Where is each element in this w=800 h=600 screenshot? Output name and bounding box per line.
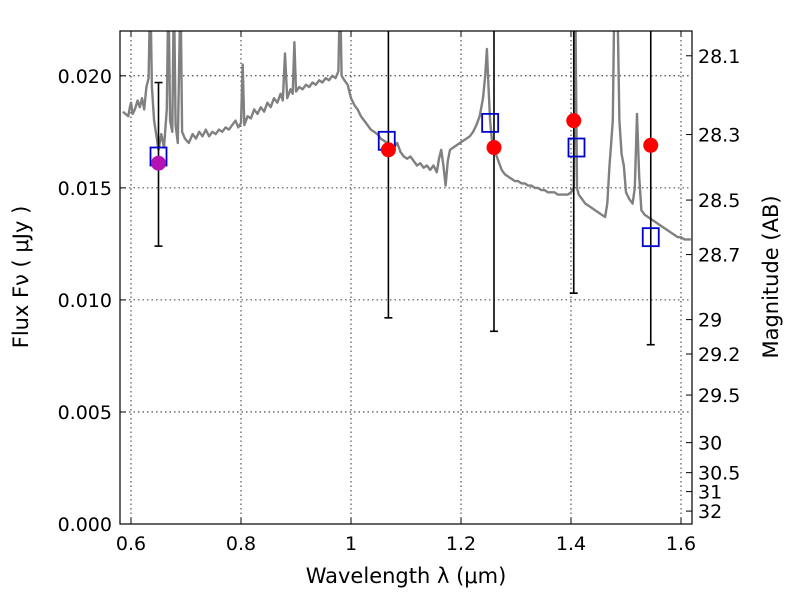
right-tick-label: 28.1 — [698, 46, 740, 68]
x-tick-label: 1 — [345, 533, 357, 555]
y-tick-label: 0.005 — [58, 402, 112, 424]
y-axis-title: Flux Fν ( μJy ) — [9, 206, 33, 349]
right-tick-label: 31 — [698, 482, 722, 504]
x-axis-title: Wavelength λ (μm) — [306, 564, 507, 588]
model-spectrum-layer — [122, 31, 691, 241]
y-axis-left: 0.000 0.005 0.010 0.015 0.020 — [58, 66, 126, 536]
x-tick-label: 1.6 — [666, 533, 696, 555]
observed-points-layer — [151, 113, 659, 171]
right-tick-label: 29.5 — [698, 385, 740, 407]
x-axis: 0.6 0.8 1 1.2 1.4 1.6 — [116, 31, 696, 555]
model-photometry-square — [641, 227, 660, 248]
model-photometry-square — [567, 137, 586, 158]
right-tick-label: 29.2 — [698, 344, 740, 366]
x-tick-label: 1.2 — [446, 533, 476, 555]
observed-point — [151, 155, 166, 171]
model-spectrum-line — [122, 31, 691, 241]
right-tick-label: 28.7 — [698, 245, 740, 267]
y-tick-label: 0.015 — [58, 178, 112, 200]
observed-point — [566, 113, 582, 129]
x-tick-label: 1.4 — [556, 533, 586, 555]
y-tick-label: 0.020 — [58, 66, 112, 88]
right-tick-label: 30.5 — [698, 463, 740, 485]
right-tick-label: 28.5 — [698, 190, 740, 212]
x-tick-label: 0.6 — [116, 533, 146, 555]
plot-frame — [119, 30, 693, 525]
right-tick-label: 28.3 — [698, 125, 740, 147]
observed-point — [486, 140, 502, 156]
y-tick-label: 0.010 — [58, 290, 112, 312]
y-tick-label: 0.000 — [58, 514, 112, 536]
plot-background — [120, 31, 692, 524]
observed-point — [643, 137, 659, 153]
right-tick-label: 30 — [698, 433, 722, 455]
model-photometry-square — [481, 112, 500, 133]
observed-point — [380, 142, 396, 158]
x-tick-label: 0.8 — [226, 533, 256, 555]
y-axis-right-title: Magnitude (AB) — [759, 195, 783, 358]
right-tick-label: 32 — [698, 501, 722, 523]
right-tick-label: 29 — [698, 310, 722, 332]
